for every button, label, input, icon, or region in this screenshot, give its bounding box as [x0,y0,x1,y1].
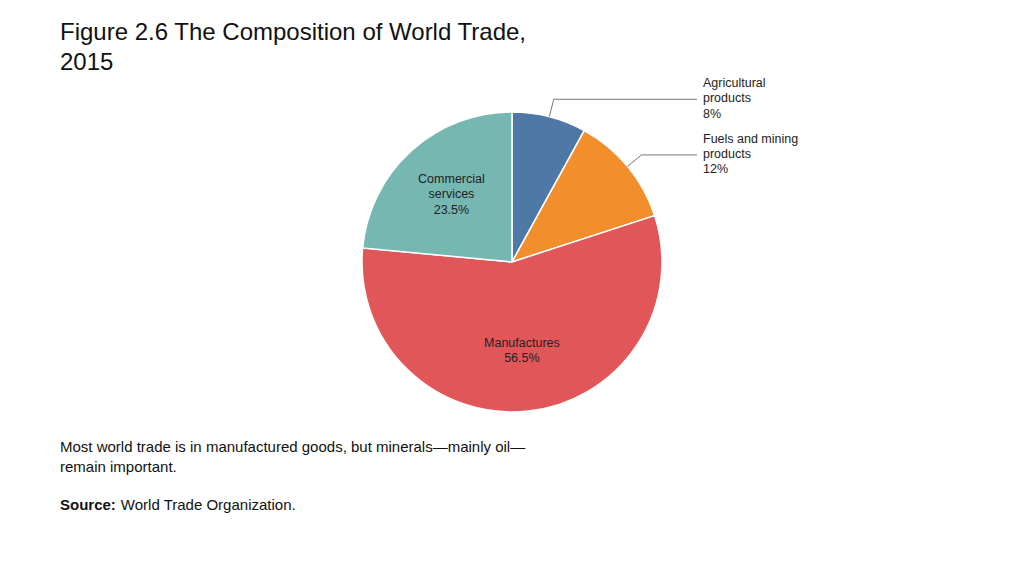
slice-label-line: products [703,147,751,161]
slice-label-line: Agricultural [703,77,766,91]
value-label: 12% [703,162,728,176]
source: Source: World Trade Organization. [60,496,296,513]
title-line: Figure 2.6 The Composition of World Trad… [60,18,526,45]
slice-label: Manufactures [484,336,560,350]
title: Figure 2.6 The Composition of World Trad… [60,18,526,75]
slice-label: Commercialservices [418,173,485,202]
slice-label-line: services [429,188,475,202]
slice-label-line: Fuels and mining [703,132,798,146]
chart: Figure 2.6 The Composition of World Trad… [0,0,1024,576]
labels: Agriculturalproducts8%Fuels and miningpr… [418,77,798,366]
slice-label: Agriculturalproducts [703,77,766,106]
leader-line [549,99,697,116]
slice-label-line: products [703,92,751,106]
slice-label-line: Commercial [418,173,485,187]
title-line: 2015 [60,48,113,75]
leader-line [628,155,697,166]
slice-label: Fuels and miningproducts [703,132,798,161]
value-label: 23.5% [434,203,469,217]
source-text: World Trade Organization. [121,496,296,513]
slice [363,112,512,262]
slice-label-line: Manufactures [484,336,560,350]
caption-line: remain important. [60,458,177,475]
caption: Most world trade is in manufactured good… [60,438,525,475]
value-label: 56.5% [504,351,539,365]
value-label: 8% [703,107,721,121]
caption-line: Most world trade is in manufactured good… [60,438,525,455]
source-label: Source: [60,496,116,513]
pie [362,112,662,412]
